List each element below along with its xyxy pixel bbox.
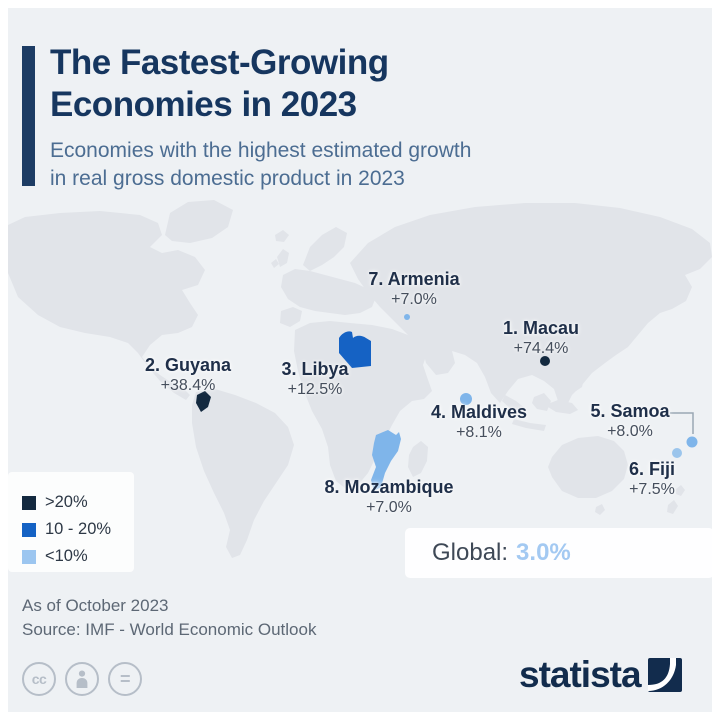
legend-row: >20% xyxy=(22,489,134,516)
cc-icon[interactable]: cc xyxy=(22,662,56,696)
country-value: +38.4% xyxy=(160,377,216,394)
page-subtitle: Economies with the highest estimated gro… xyxy=(50,137,471,193)
north-america-landmass xyxy=(8,211,205,400)
country-value: +7.0% xyxy=(366,499,412,516)
country-label: 6. Fiji xyxy=(628,459,676,479)
legend-row: 10 - 20% xyxy=(22,516,134,543)
legend-label: >20% xyxy=(45,493,88,511)
global-growth-badge: Global: 3.0% xyxy=(405,528,714,578)
legend-swatch-10-20-icon xyxy=(22,522,36,537)
country-value: +8.0% xyxy=(607,423,653,440)
country-value: +74.4% xyxy=(513,340,569,357)
title-line-2: Economies in 2023 xyxy=(50,85,357,124)
attribution-person-icon[interactable] xyxy=(65,662,99,696)
new-zealand-south-landmass xyxy=(667,500,678,514)
iceland-landmass xyxy=(275,230,289,242)
ireland-landmass xyxy=(271,259,279,268)
subtitle-line-1: Economies with the highest estimated gro… xyxy=(50,139,472,162)
samoa-connector-line xyxy=(670,412,694,434)
legend-swatch-under-10-icon xyxy=(22,549,36,564)
map-label-libya: 3. Libya +12.5% xyxy=(281,359,348,399)
as-of-date: As of October 2023 xyxy=(22,596,169,615)
scandinavia-landmass xyxy=(303,227,347,271)
global-label: Global: xyxy=(432,539,509,566)
country-value: +7.5% xyxy=(629,481,675,498)
japan-landmass xyxy=(581,265,615,327)
legend-label: <10% xyxy=(45,547,88,565)
macau-dot xyxy=(540,356,550,366)
fiji-dot xyxy=(672,448,682,458)
borneo-landmass xyxy=(532,393,551,411)
south-america-landmass xyxy=(192,389,294,558)
asia-landmass xyxy=(350,203,712,407)
madagascar-landmass xyxy=(408,441,428,477)
legend-row: <10% xyxy=(22,543,134,570)
person-glyph-icon xyxy=(76,670,88,688)
country-label: 3. Libya xyxy=(281,359,349,379)
no-derivatives-equals-icon[interactable]: = xyxy=(108,662,142,696)
tasmania-landmass xyxy=(595,504,605,515)
map-label-mozambique: 8. Mozambique +7.0% xyxy=(324,477,453,517)
global-value: 3.0% xyxy=(516,539,571,566)
new-zealand-north-landmass xyxy=(676,485,685,496)
iberia-landmass xyxy=(280,307,302,327)
mozambique-shape xyxy=(371,430,401,491)
country-label: 8. Mozambique xyxy=(324,477,454,497)
guyana-shape xyxy=(196,391,211,412)
subtitle-line-2: in real gross domestic product in 2023 xyxy=(50,167,405,190)
australia-landmass xyxy=(548,436,628,498)
country-label: 5. Samoa xyxy=(590,401,670,421)
continents xyxy=(8,200,712,558)
statista-mark-icon xyxy=(647,658,682,692)
legend-label: 10 - 20% xyxy=(45,520,112,538)
europe-landmass xyxy=(281,269,376,315)
source-line: Source: IMF - World Economic Outlook xyxy=(22,620,317,639)
map-label-fiji: 6. Fiji +7.5% xyxy=(629,459,675,499)
greenland-landmass xyxy=(165,200,233,243)
new-guinea-landmass xyxy=(545,400,578,414)
country-label: 7. Armenia xyxy=(368,269,460,289)
statista-wordmark: statista xyxy=(519,654,642,695)
map-label-guyana: 2. Guyana +38.4% xyxy=(145,355,231,395)
maldives-dot xyxy=(460,393,472,405)
java-landmass xyxy=(512,419,546,431)
legend: >20% 10 - 20% <10% xyxy=(8,472,134,572)
cc-license-icons[interactable]: cc = xyxy=(22,662,142,696)
map-label-maldives: 4. Maldives +8.1% xyxy=(431,402,527,442)
country-value: +8.1% xyxy=(456,424,502,441)
map-label-samoa: 5. Samoa +8.0% xyxy=(590,401,669,441)
country-value: +12.5% xyxy=(287,381,343,398)
samoa-dot xyxy=(686,436,698,448)
legend-swatch-over-20-icon xyxy=(22,495,36,510)
country-label: 2. Guyana xyxy=(144,355,232,375)
africa-landmass xyxy=(294,321,432,489)
statista-logo[interactable]: statista xyxy=(519,655,682,695)
title-line-1: The Fastest-Growing xyxy=(50,43,389,82)
world-map xyxy=(8,200,712,558)
armenia-dot xyxy=(404,314,410,320)
map-label-macau: 1. Macau +74.4% xyxy=(503,318,579,358)
britain-landmass xyxy=(277,249,289,267)
philippines-landmass xyxy=(572,369,585,391)
country-label: 1. Macau xyxy=(502,318,580,338)
cc-glyph: cc xyxy=(31,671,47,687)
country-value: +7.0% xyxy=(391,291,437,308)
sumatra-landmass xyxy=(502,395,526,415)
country-label: 4. Maldives xyxy=(430,402,528,422)
libya-shape xyxy=(339,331,371,368)
title-accent-bar xyxy=(22,46,35,186)
equals-glyph: = xyxy=(119,668,131,689)
map-label-armenia: 7. Armenia +7.0% xyxy=(368,269,459,309)
page-title: The Fastest-Growing Economies in 2023 xyxy=(50,42,389,126)
